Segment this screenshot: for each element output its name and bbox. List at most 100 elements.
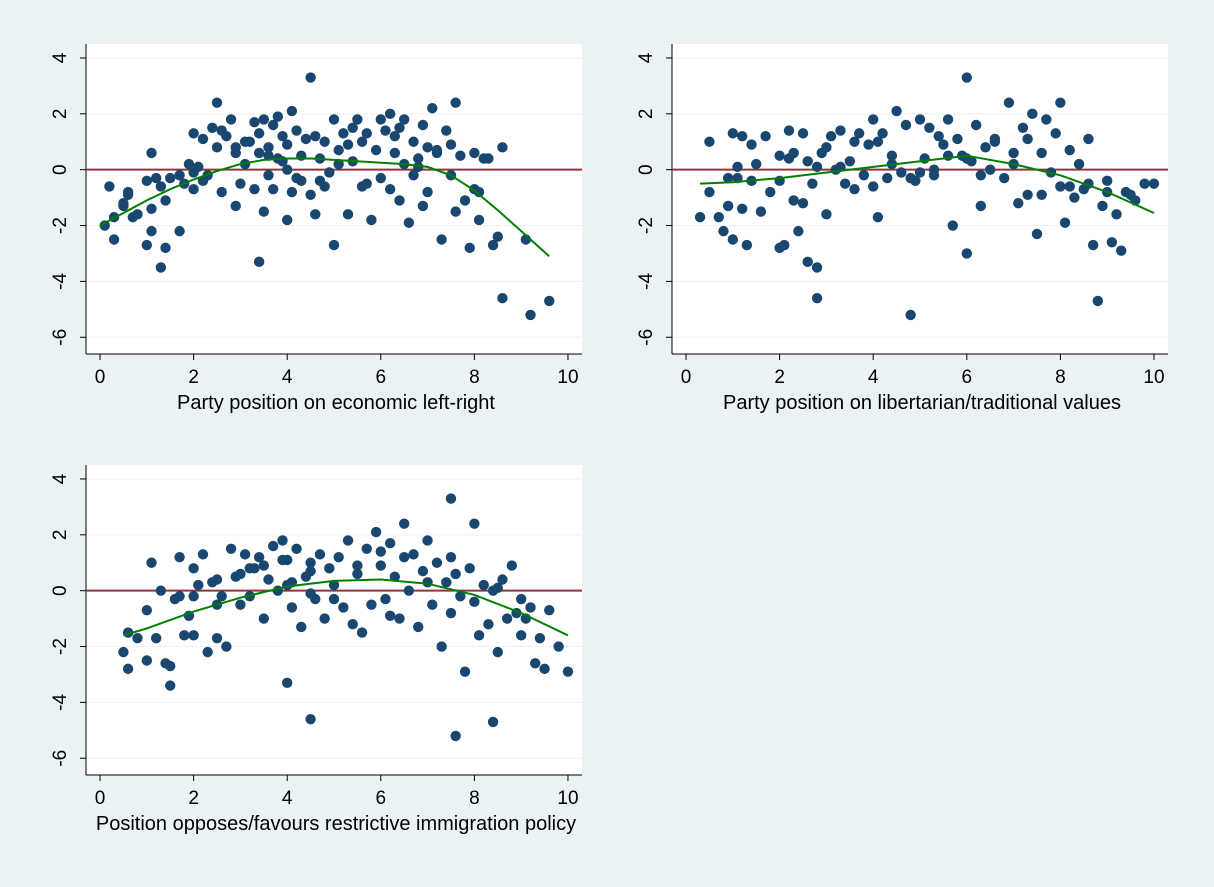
fit-curve xyxy=(123,578,569,637)
scatter-point xyxy=(305,565,316,577)
scatter-point xyxy=(417,565,429,577)
scatter-point xyxy=(858,170,870,181)
scatter-point xyxy=(811,292,823,304)
x-tick-label: 4 xyxy=(282,367,293,388)
scatter-point xyxy=(296,175,307,187)
scatter-point xyxy=(1073,158,1085,170)
scatter-point xyxy=(825,130,837,142)
scatter-point xyxy=(211,632,223,644)
scatter-point xyxy=(225,114,237,125)
scatter-point xyxy=(366,214,377,226)
scatter-point xyxy=(160,195,171,206)
scatter-point xyxy=(155,585,167,596)
scatter-point xyxy=(441,125,452,136)
scatter-point xyxy=(310,130,321,142)
scatter-point xyxy=(286,602,298,613)
scatter-point xyxy=(122,189,134,201)
scatter-point xyxy=(324,563,335,574)
x-tick-label: 8 xyxy=(469,367,480,388)
scatter-point xyxy=(305,72,316,83)
scatter-point xyxy=(347,122,358,133)
scatter-point xyxy=(797,128,809,139)
scatter-point xyxy=(314,549,326,560)
scatter-point xyxy=(863,139,874,150)
y-tick-label: 4 xyxy=(50,52,71,63)
chart-panel-2: 4 2 0 -2 -4 -6 0 2 4 6 8 10 Party position on libert… xyxy=(636,44,1168,414)
x-tick-label: 2 xyxy=(188,788,199,809)
scatter-point xyxy=(1013,197,1024,209)
scatter-point xyxy=(727,128,739,139)
y-tick-label: 4 xyxy=(636,52,657,63)
scatter-point xyxy=(487,239,499,251)
scatter-point xyxy=(272,111,284,122)
scatter-point xyxy=(924,122,935,133)
scatter-point xyxy=(286,105,298,117)
y-tick-label: -2 xyxy=(50,638,71,655)
scatter-point xyxy=(375,114,386,125)
scatter-point xyxy=(797,197,809,209)
scatter-point xyxy=(319,181,330,192)
y-tick-label: -6 xyxy=(50,329,71,346)
scatter-point xyxy=(933,130,944,142)
scatter-point xyxy=(305,713,316,725)
scatter-point xyxy=(473,186,485,198)
scatter-point xyxy=(370,144,382,156)
scatter-point xyxy=(835,125,846,136)
scatter-point xyxy=(961,248,972,259)
plot-area xyxy=(672,44,1168,354)
scatter-point xyxy=(338,602,349,613)
scatter-point xyxy=(398,114,410,125)
scatter-point xyxy=(146,147,157,159)
scatter-point xyxy=(783,125,795,136)
scatter-point xyxy=(1008,147,1019,159)
scatter-point xyxy=(886,150,898,161)
scatter-point xyxy=(459,195,471,206)
scatter-point xyxy=(704,186,715,198)
scatter-point xyxy=(277,130,288,142)
scatter-point xyxy=(333,551,344,563)
scatter-point xyxy=(975,170,987,181)
scatter-point xyxy=(455,150,466,161)
scatter-point xyxy=(328,579,340,591)
scatter-point xyxy=(141,605,153,616)
scatter-point xyxy=(188,184,199,195)
scatter-point xyxy=(174,591,185,602)
scatter-point xyxy=(174,551,185,563)
scatter-point xyxy=(413,621,424,633)
scatter-point xyxy=(389,130,401,142)
scatter-point xyxy=(736,130,748,142)
x-tick-label: 4 xyxy=(282,788,293,809)
scatter-point xyxy=(1087,239,1099,251)
scatter-point xyxy=(263,574,274,585)
scatter-point xyxy=(188,630,199,641)
y-tick-label: 2 xyxy=(50,530,71,541)
scatter-point xyxy=(193,579,204,591)
scatter-point xyxy=(338,128,349,139)
scatter-point xyxy=(1041,114,1052,125)
scatter-point xyxy=(375,560,386,571)
scatter-point xyxy=(319,136,330,147)
x-tick-label: 2 xyxy=(774,367,785,388)
scatter-point xyxy=(431,557,443,568)
scatter-point xyxy=(544,605,555,616)
scatter-point xyxy=(422,142,433,153)
y-tick-label: 4 xyxy=(50,473,71,484)
x-tick-label: 10 xyxy=(1143,367,1164,388)
scatter-point xyxy=(361,543,372,554)
scatter-point xyxy=(741,239,753,251)
scatter-point xyxy=(333,158,344,170)
scatter-point xyxy=(525,602,536,613)
scatter-point xyxy=(839,178,851,189)
scatter-point xyxy=(286,186,298,198)
scatter-point xyxy=(384,537,396,549)
scatter-point xyxy=(249,184,260,195)
scatter-point xyxy=(835,161,846,173)
scatter-point xyxy=(417,119,429,131)
scatter-point xyxy=(455,591,466,602)
scatter-point xyxy=(989,133,1001,145)
scatter-point xyxy=(235,178,246,189)
scatter-point xyxy=(300,133,312,145)
scatter-point xyxy=(375,546,386,557)
scatter-point xyxy=(905,309,916,321)
scatter-point xyxy=(408,170,419,181)
